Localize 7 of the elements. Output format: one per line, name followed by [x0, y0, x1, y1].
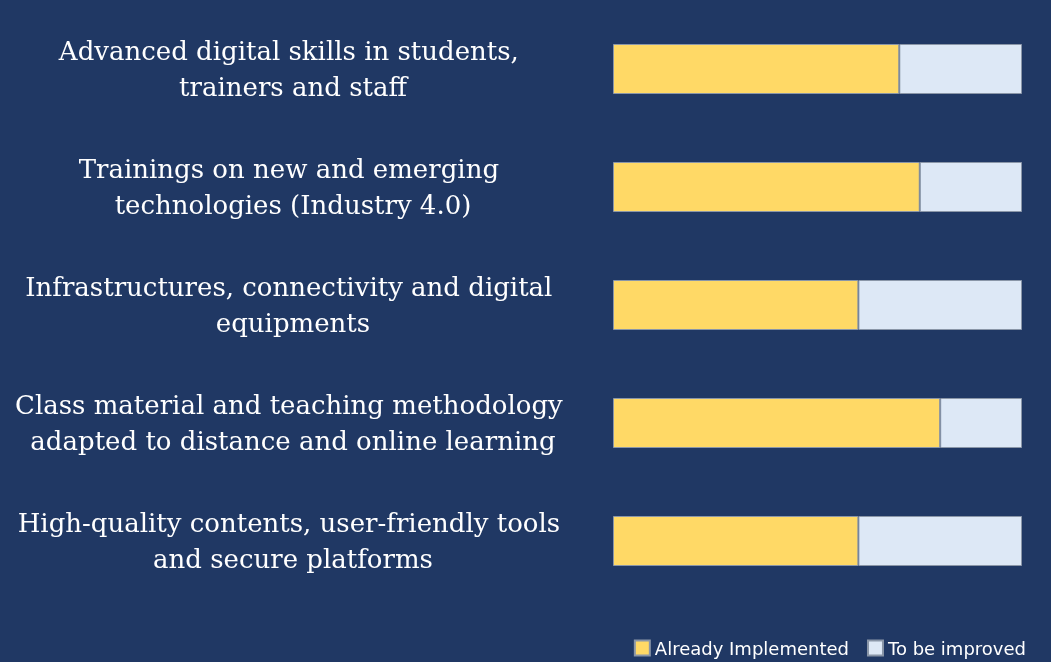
y-tick-label: Trainings on new and emerging technologies (Industry 4.0): [78, 154, 508, 220]
legend-label: Already Implemented: [654, 637, 849, 659]
y-tick-label: Class material and teaching methodology adapted to distance and online learning: [15, 390, 571, 456]
y-tick-label: Infrastructures, connectivity and digital equipments: [25, 272, 561, 338]
y-tick-label: High-quality contents, user-friendly tools and secure platforms: [17, 508, 569, 574]
y-tick-label: Advanced digital skills in students, trainers and staff: [57, 36, 528, 102]
legend-label: To be improved: [886, 637, 1027, 659]
